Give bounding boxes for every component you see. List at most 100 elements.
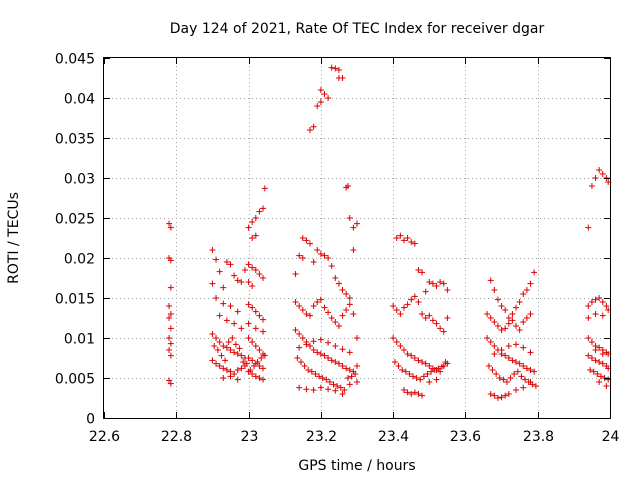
data-point [296, 344, 303, 351]
data-point [301, 363, 308, 369]
data-point [209, 247, 216, 253]
data-point [516, 360, 523, 367]
data-point [292, 299, 299, 305]
data-point [422, 288, 429, 295]
data-point [404, 235, 411, 241]
data-point [314, 247, 321, 253]
data-point [261, 185, 268, 192]
data-point [240, 359, 247, 365]
data-point [518, 373, 525, 380]
data-point [344, 375, 351, 381]
data-point [350, 311, 357, 317]
data-point [590, 368, 597, 375]
data-point [310, 347, 317, 353]
data-point [307, 127, 314, 133]
data-point [339, 287, 346, 293]
data-point [260, 316, 267, 323]
data-point [520, 384, 527, 391]
data-point [444, 287, 451, 293]
data-point [335, 360, 342, 367]
data-point [400, 304, 407, 311]
data-point [433, 376, 440, 383]
data-point [299, 307, 306, 313]
data-point [513, 387, 520, 393]
data-point [592, 296, 599, 303]
data-point [220, 284, 227, 291]
data-point [500, 376, 507, 383]
data-point [317, 336, 324, 343]
data-point [406, 371, 413, 377]
data-point [509, 317, 516, 324]
data-point [393, 235, 400, 241]
data-point [527, 280, 534, 287]
data-point [296, 331, 303, 337]
data-point [220, 300, 227, 307]
data-point [332, 343, 339, 349]
data-point [332, 359, 339, 365]
data-point [234, 367, 241, 373]
data-point [252, 267, 259, 273]
data-point [317, 351, 324, 357]
data-point [484, 335, 491, 341]
data-point [241, 267, 248, 273]
data-point [417, 376, 424, 383]
data-point [520, 344, 527, 351]
data-point [485, 363, 492, 369]
data-point [249, 357, 256, 364]
data-point [249, 219, 256, 225]
data-point [310, 303, 317, 309]
data-point [352, 371, 359, 377]
data-point [415, 391, 422, 397]
data-point [585, 315, 592, 321]
data-point [258, 355, 265, 361]
data-point [487, 277, 494, 284]
data-point [596, 344, 603, 351]
data-point [588, 183, 595, 189]
data-point [256, 271, 263, 277]
data-point [522, 376, 529, 383]
data-point [599, 171, 606, 177]
data-point [428, 368, 435, 375]
data-point [249, 235, 256, 241]
data-point [305, 367, 312, 373]
data-point [498, 303, 505, 309]
data-point [390, 303, 397, 309]
data-point [505, 391, 512, 397]
data-point [245, 261, 252, 268]
data-point [216, 268, 223, 275]
data-point [316, 373, 323, 380]
data-point [505, 343, 512, 349]
data-point [513, 359, 520, 365]
data-point [166, 220, 173, 227]
y-tick-label: 0 [86, 412, 95, 428]
data-point [314, 299, 321, 305]
data-point [332, 275, 339, 281]
data-point [585, 352, 592, 359]
data-point [294, 355, 301, 361]
data-point [400, 347, 407, 353]
data-point [321, 304, 328, 311]
data-point [249, 264, 256, 271]
data-point [231, 349, 238, 356]
data-point [296, 252, 303, 259]
data-point [249, 304, 256, 311]
data-point [303, 237, 310, 244]
data-point [325, 386, 332, 393]
data-point [424, 371, 431, 377]
data-point [321, 352, 328, 359]
data-point [592, 347, 599, 353]
data-point [335, 67, 342, 73]
data-point [484, 311, 491, 317]
data-point [252, 343, 259, 349]
data-point [393, 307, 400, 313]
data-point [214, 347, 221, 353]
data-point [234, 376, 241, 383]
data-point [426, 312, 433, 319]
data-point [429, 317, 436, 324]
data-point [213, 295, 220, 301]
data-point [245, 301, 252, 308]
data-point [422, 315, 429, 321]
data-point [339, 75, 346, 81]
data-point [491, 287, 498, 293]
x-tick-label: 23.2 [306, 429, 337, 445]
